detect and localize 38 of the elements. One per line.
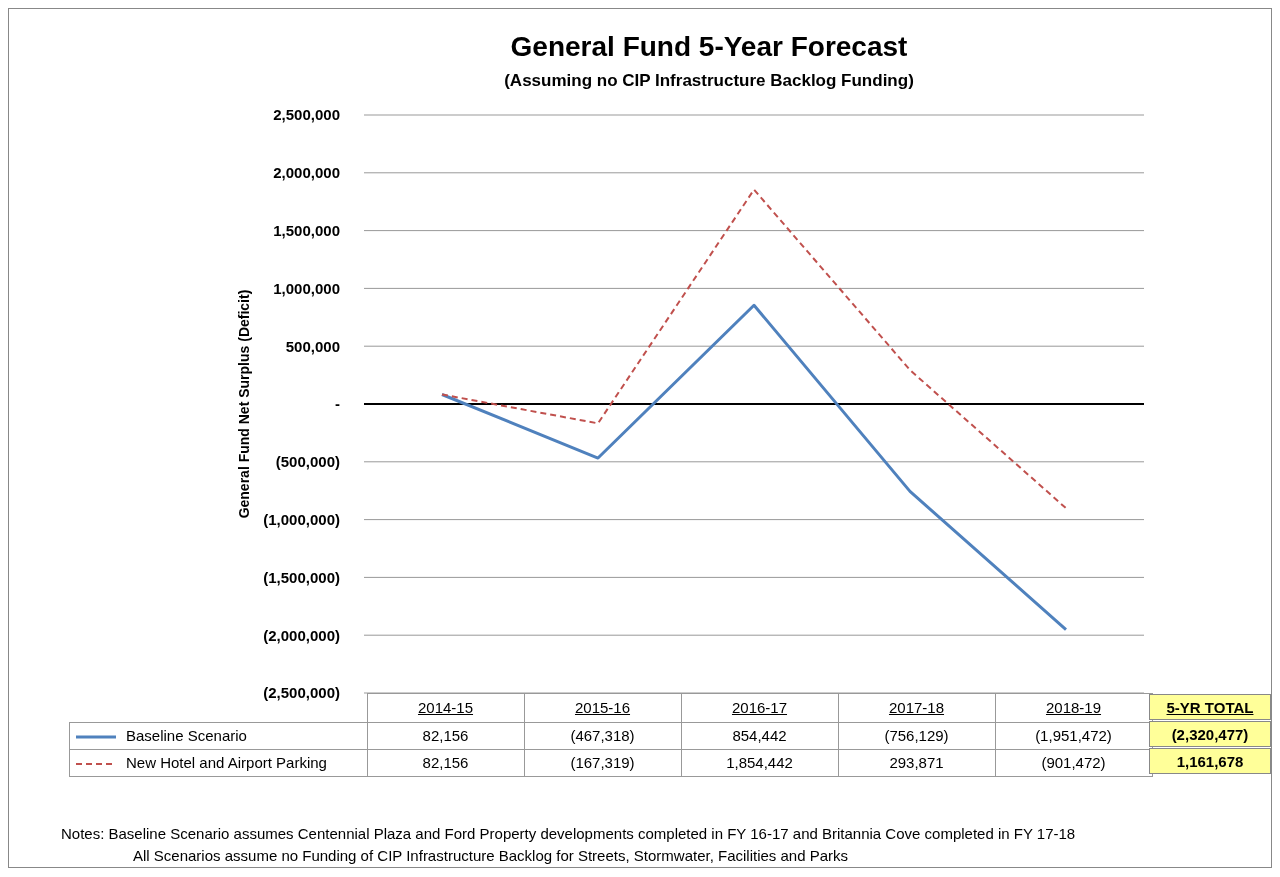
data-label: (1,951,472) xyxy=(995,722,1152,749)
y-tick-label: 1,000,000 xyxy=(273,279,340,297)
data-label: 1,854,442 xyxy=(681,749,838,776)
text: All Scenarios assume no Funding of CIP Infrastructure Backlog for Streets, Stormwater, Facilities and Parks xyxy=(133,847,849,864)
y-tick-label: (2,000,000) xyxy=(263,626,340,644)
x-tick-label: 2015-16 xyxy=(524,693,681,722)
y-tick-label: 500,000 xyxy=(285,337,340,355)
legend-label: New Hotel and Airport Parking xyxy=(69,749,367,776)
y-tick-label: 1,500,000 xyxy=(273,221,340,239)
y-axis-title: General Fund Net Surplus (Deficit) xyxy=(235,289,252,519)
data-label: (901,472) xyxy=(995,749,1152,776)
data-label: 82,156 xyxy=(367,722,524,749)
x-tick-label: 2014-15 xyxy=(367,693,524,722)
y-tick-label: 2,500,000 xyxy=(273,106,340,124)
y-tick-label: (500,000) xyxy=(275,453,340,471)
data-label: (467,318) xyxy=(524,722,681,749)
y-tick-label: - xyxy=(335,395,340,413)
y-tick-label: 2,000,000 xyxy=(273,164,340,182)
y-tick-label: (1,000,000) xyxy=(263,510,340,528)
text: 1,161,678 xyxy=(1149,748,1271,774)
data-label: (167,319) xyxy=(524,749,681,776)
data-label: (756,129) xyxy=(838,722,995,749)
x-tick-label: 2016-17 xyxy=(681,693,838,722)
chart-subtitle: (Assuming no CIP Infrastructure Backlog Funding) xyxy=(503,71,915,91)
text: (2,320,477) xyxy=(1149,721,1271,747)
y-tick-label: (1,500,000) xyxy=(263,568,340,586)
chart-title: General Fund 5-Year Forecast xyxy=(509,31,909,63)
data-label: 854,442 xyxy=(681,722,838,749)
text: 5-YR TOTAL xyxy=(1149,694,1271,720)
data-label: 293,871 xyxy=(838,749,995,776)
legend-label: Baseline Scenario xyxy=(69,722,367,749)
line-series xyxy=(440,303,1068,632)
y-tick-label: (2,500,000) xyxy=(263,684,340,702)
x-tick-label: 2017-18 xyxy=(838,693,995,722)
x-tick-label: 2018-19 xyxy=(995,693,1152,722)
data-label: 82,156 xyxy=(367,749,524,776)
text: Notes: Baseline Scenario assumes Centennial Plaza and Ford Property developments completed in FY 16-17 and Britannia Cove completed in FY 17-18 xyxy=(61,825,1076,842)
line-series xyxy=(441,188,1067,510)
